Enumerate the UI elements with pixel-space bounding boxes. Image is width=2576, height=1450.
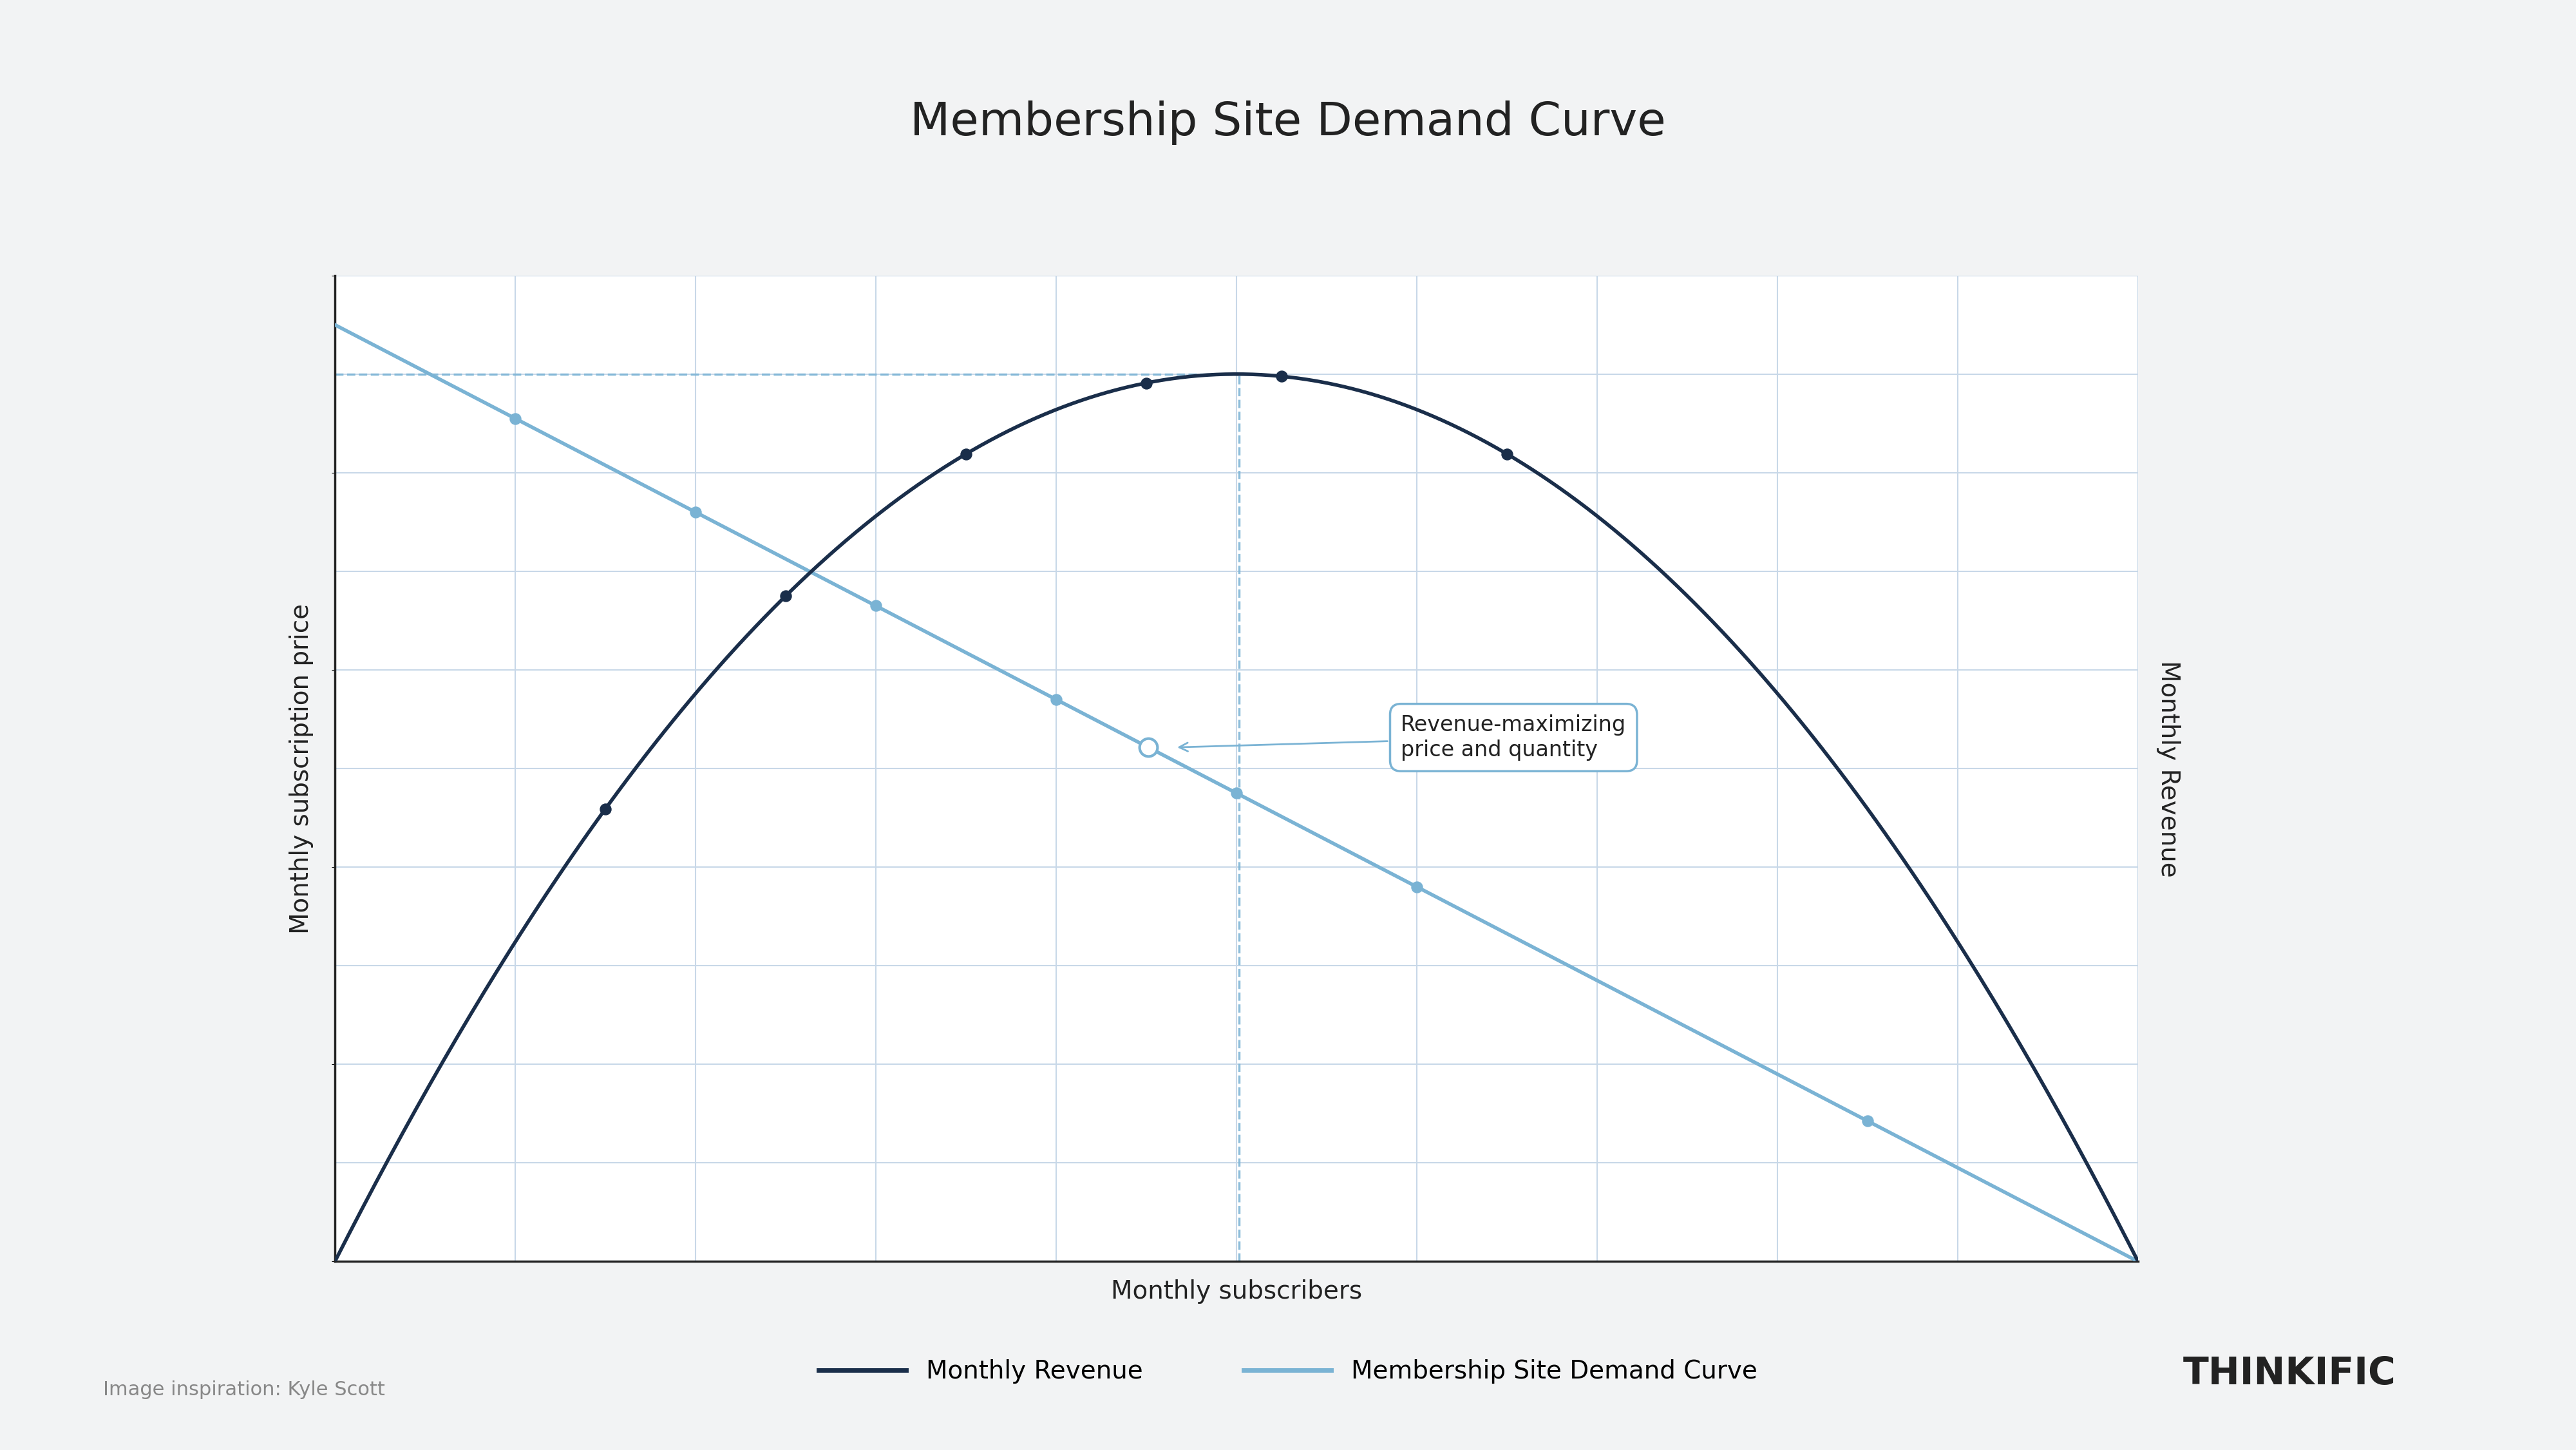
X-axis label: Monthly subscribers: Monthly subscribers [1110, 1279, 1363, 1304]
Text: Membership Site Demand Curve: Membership Site Demand Curve [909, 100, 1667, 145]
Point [1216, 782, 1257, 805]
Point [1847, 1109, 1888, 1132]
Point [495, 407, 536, 431]
Point [1262, 365, 1303, 389]
Text: THINKIFIC: THINKIFIC [2182, 1356, 2396, 1392]
Point [675, 500, 716, 523]
Y-axis label: Monthly Revenue: Monthly Revenue [2156, 660, 2179, 877]
Text: Image inspiration: Kyle Scott: Image inspiration: Kyle Scott [103, 1380, 384, 1399]
Point [585, 798, 626, 821]
Point [1396, 876, 1437, 899]
Y-axis label: Monthly subscription price: Monthly subscription price [289, 603, 314, 934]
Text: Revenue-maximizing
price and quantity: Revenue-maximizing price and quantity [1180, 715, 1625, 760]
Point [1126, 371, 1167, 394]
Legend: Monthly Revenue, Membership Site Demand Curve: Monthly Revenue, Membership Site Demand … [809, 1350, 1767, 1393]
Point [1036, 687, 1077, 710]
Point [1486, 442, 1528, 465]
Point [945, 442, 987, 465]
Point [855, 594, 896, 618]
Point [765, 584, 806, 608]
